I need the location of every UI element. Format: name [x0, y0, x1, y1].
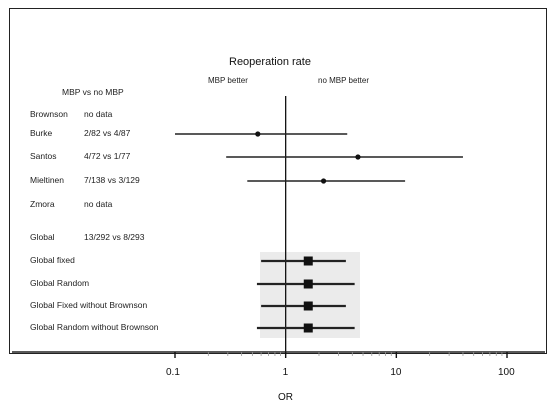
row-label: Santos	[30, 151, 57, 161]
pooled-estimate-marker	[303, 301, 313, 311]
row-label: Global Random	[30, 278, 90, 288]
tick-label: 10	[390, 367, 402, 378]
tick-label: 100	[498, 367, 515, 378]
plot-frame	[9, 8, 547, 354]
pooled-estimate-marker	[303, 279, 313, 289]
row-label: Global Random without Brownson	[30, 322, 159, 332]
row-label: Burke	[30, 128, 53, 138]
row-value: no data	[84, 199, 113, 209]
row-label: Global	[30, 232, 55, 242]
right-annotation: no MBP better	[318, 76, 369, 85]
row-value: 7/138 vs 3/129	[84, 175, 140, 185]
pooled-estimate-marker	[303, 256, 313, 266]
pooled-estimate-marker	[303, 323, 313, 333]
study-estimate-marker	[320, 178, 327, 184]
study-estimate-marker	[355, 154, 361, 160]
row-value: 4/72 vs 1/77	[84, 151, 131, 161]
row-label: Global fixed	[30, 255, 75, 265]
row-label: Zmora	[30, 199, 55, 209]
row-value: no data	[84, 109, 113, 119]
study-estimate-marker	[255, 131, 261, 137]
row-value: 2/82 vs 4/87	[84, 128, 131, 138]
left-annotation: MBP better	[208, 76, 248, 85]
row-value: 13/292 vs 8/293	[84, 232, 145, 242]
row-label: Brownson	[30, 109, 68, 119]
x-axis-label: OR	[278, 392, 293, 403]
chart-title: Reoperation rate	[229, 56, 311, 68]
row-label: Mieltinen	[30, 175, 65, 185]
tick-label: 0.1	[166, 367, 180, 378]
row-label: Global Fixed without Brownson	[30, 300, 148, 310]
column-header: MBP vs no MBP	[62, 87, 124, 97]
tick-label: 1	[282, 367, 289, 378]
